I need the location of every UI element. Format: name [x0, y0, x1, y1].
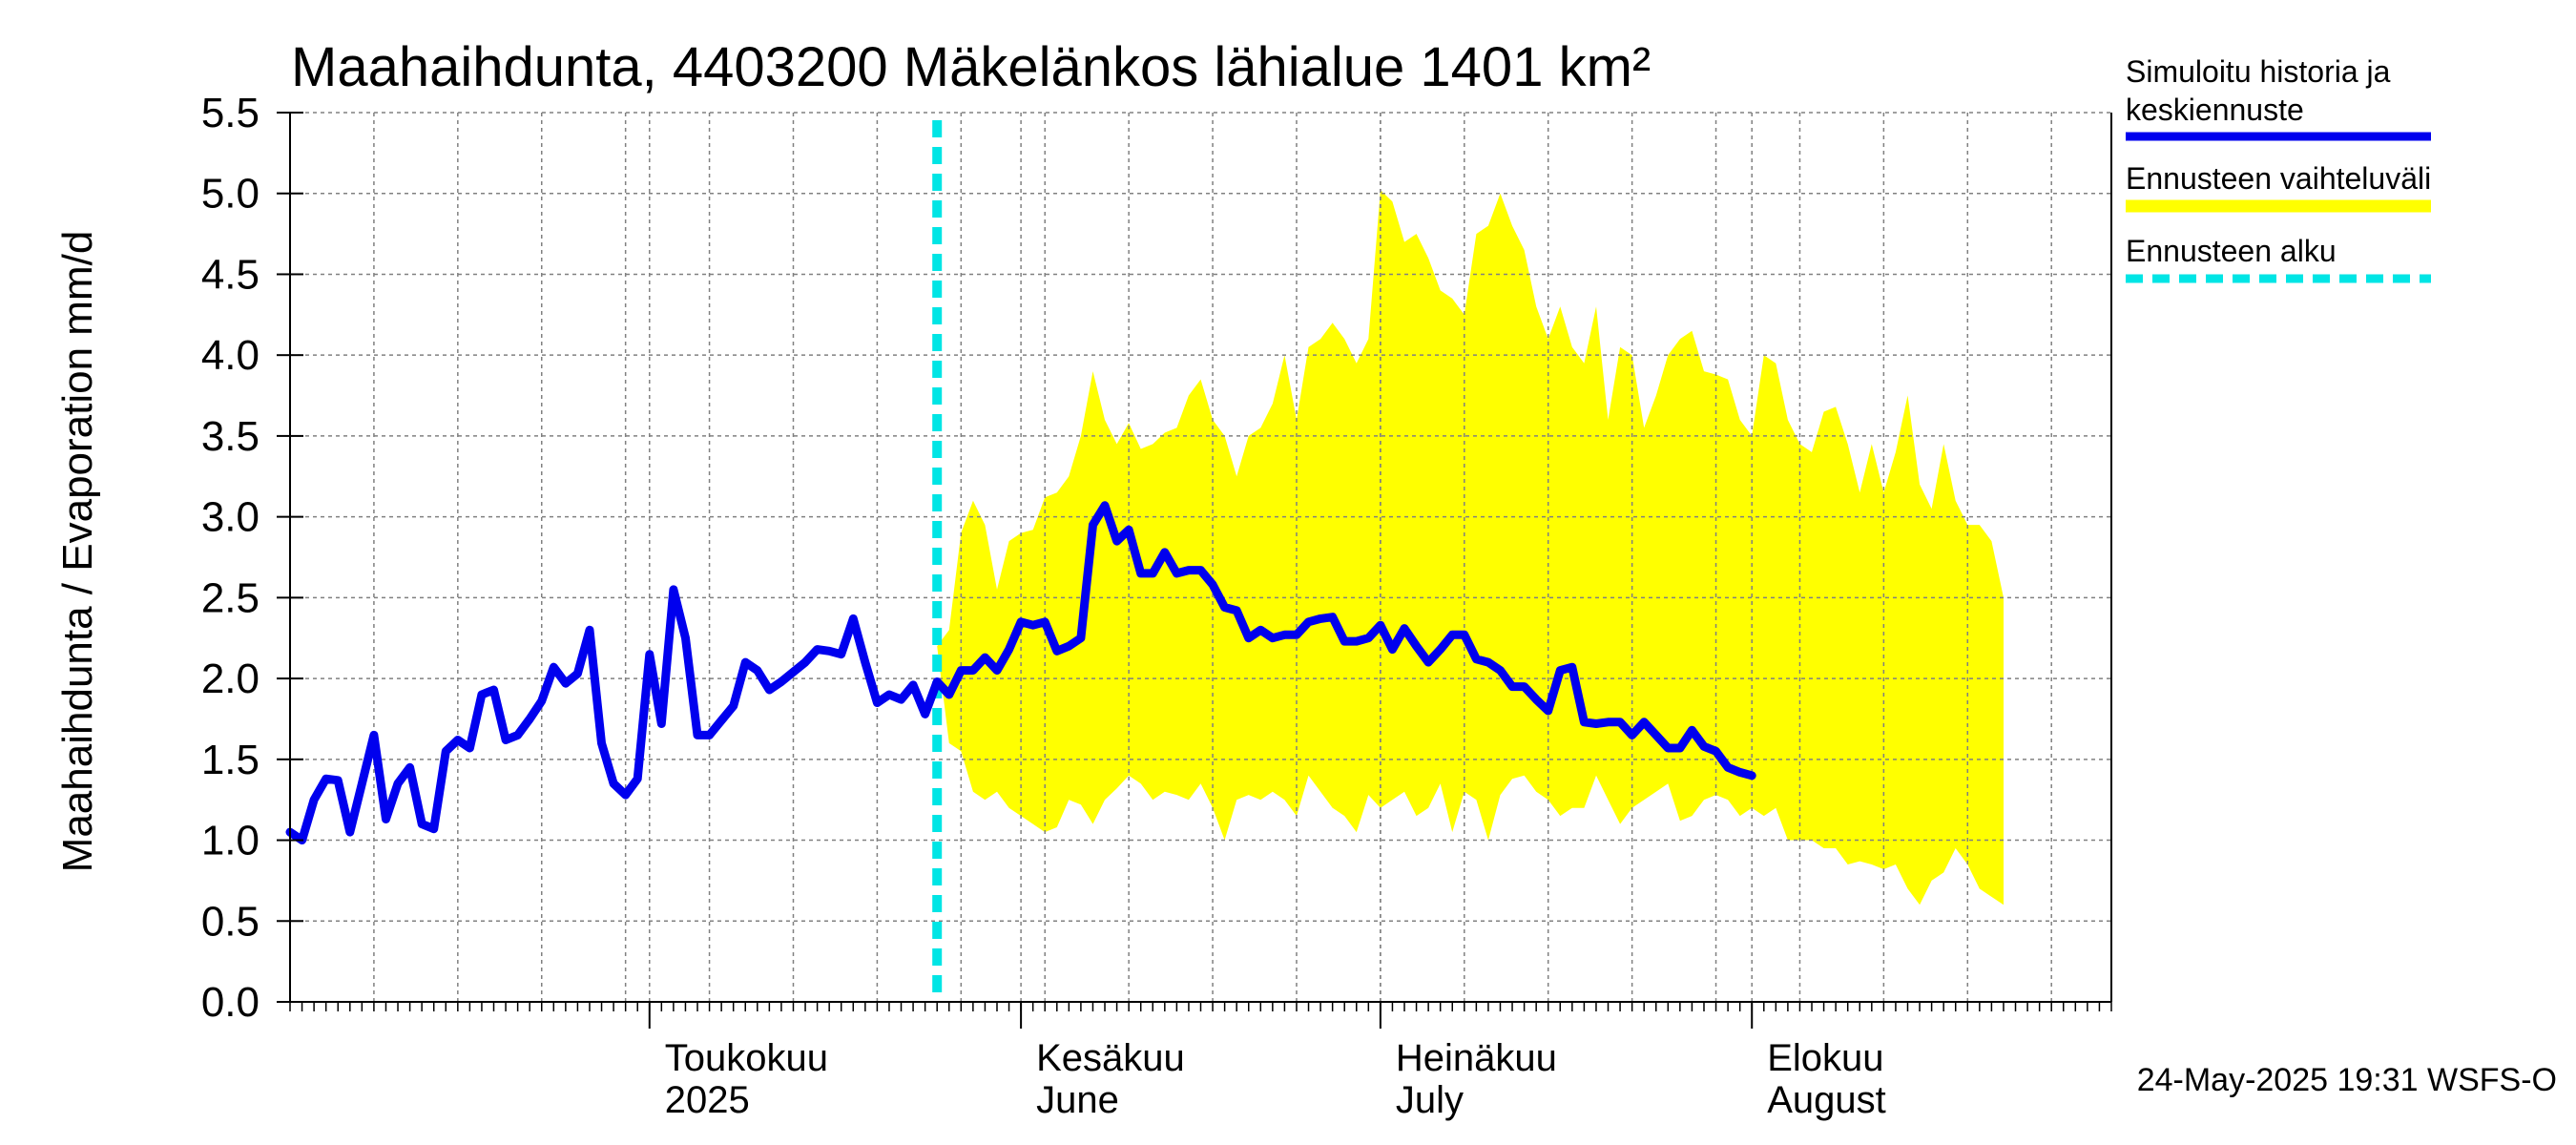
y-tick-label: 2.5 — [201, 574, 260, 621]
y-tick-label: 4.5 — [201, 251, 260, 298]
y-tick-label: 4.0 — [201, 332, 260, 379]
month-label-en: June — [1036, 1079, 1119, 1121]
chart-title: Maahaihdunta, 4403200 Mäkelänkos lähialu… — [291, 36, 1651, 98]
simulated-series-line — [285, 501, 1756, 844]
legend-label: Ennusteen alku — [2126, 234, 2337, 268]
timestamp-footer: 24-May-2025 19:31 WSFS-O — [2137, 1062, 2557, 1098]
y-axis-label: Maahaihdunta / Evaporation mm/d — [54, 231, 101, 873]
month-label-en: 2025 — [665, 1079, 750, 1121]
y-tick-label: 5.5 — [201, 90, 260, 136]
y-tick-label: 5.0 — [201, 171, 260, 218]
month-label-fi: Elokuu — [1767, 1037, 1883, 1079]
month-label-en: August — [1767, 1079, 1886, 1121]
month-label-fi: Kesäkuu — [1036, 1037, 1185, 1079]
y-tick-label: 0.5 — [201, 898, 260, 945]
y-tick-label: 2.0 — [201, 656, 260, 702]
x-tick-marks — [289, 1002, 2112, 1029]
month-label-fi: Heinäkuu — [1396, 1037, 1557, 1079]
legend-label: keskiennuste — [2126, 93, 2304, 127]
month-label-en: July — [1396, 1079, 1464, 1121]
month-label-fi: Toukokuu — [665, 1037, 828, 1079]
y-tick-labels: 0.0 0.5 1.0 1.5 2.0 2.5 3.0 3.5 4.0 4.5 5.0 5.5 — [201, 90, 303, 1026]
y-tick-label: 3.5 — [201, 413, 260, 460]
simulated-series-layer — [285, 501, 1756, 844]
legend-label: Ennusteen vaihteluväli — [2126, 161, 2431, 196]
y-tick-label: 3.0 — [201, 494, 260, 541]
legend: Simuloitu historia ja keskiennuste Ennuste… — [2126, 54, 2431, 283]
y-tick-label: 1.0 — [201, 818, 260, 864]
y-tick-label: 1.5 — [201, 737, 260, 783]
y-tick-label: 0.0 — [201, 979, 260, 1026]
forecast-range-band-layer — [937, 190, 2005, 906]
legend-label: Simuloitu historia ja — [2126, 54, 2391, 89]
forecast-range-band — [937, 190, 2005, 906]
grid-layer — [290, 112, 2111, 1003]
